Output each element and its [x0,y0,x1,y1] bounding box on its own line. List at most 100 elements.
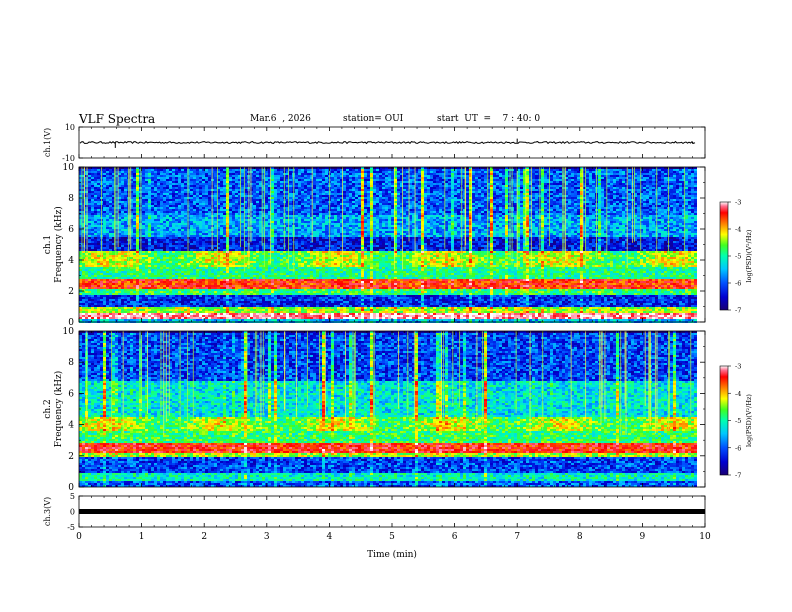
spectrogram-cell [244,303,247,305]
spectrogram-cell [118,259,121,261]
spectrogram-cell [208,273,211,275]
spectrogram-cell [145,209,148,211]
spectrogram-cell [151,217,154,219]
spectrogram-cell [133,205,136,207]
spectrogram-cell [157,231,160,233]
spectrogram-cell [127,283,130,285]
spectrogram-cell [163,277,166,279]
spectrogram-cell [229,217,232,219]
spectrogram-cell [175,311,178,313]
spectrogram-cell [250,225,253,227]
spectrogram-cell [175,211,178,213]
spectrogram-cell [85,211,88,213]
spectrogram-cell [193,223,196,225]
spectrogram-cell [172,223,175,225]
spectrogram-cell [178,229,181,231]
spectrogram-cell [214,217,217,219]
spectrogram-cell [163,275,166,277]
spectrogram-cell [103,173,106,175]
spectrogram-cell [88,303,91,305]
spectrogram-cell [172,291,175,293]
spectrogram-cell [259,207,262,209]
spectrogram-cell [196,193,199,195]
spectrogram-cell [250,267,253,269]
spectrogram-cell [88,243,91,245]
spectrogram-cell [145,213,148,215]
spectrogram-cell [220,205,223,207]
spectrogram-cell [181,291,184,293]
spectrogram-cell [259,293,262,295]
spectrogram-cell [85,195,88,197]
spectrogram-cell [151,291,154,293]
spectrogram-cell [250,257,253,259]
spectrogram-cell [190,189,193,191]
spectrogram-cell [121,251,124,253]
spectrogram-cell [226,295,229,297]
spectrogram-cell [160,257,163,259]
spectrogram-cell [157,213,160,215]
spectrogram-cell [226,319,229,321]
spectrogram-cell [256,227,259,229]
spectrogram-cell [259,243,262,245]
spectrogram-cell [232,233,235,235]
spectrogram-cell [187,249,190,251]
spectrogram-cell [250,281,253,283]
spectrogram-cell [208,241,211,243]
spectrogram-cell [136,219,139,221]
spectrogram-cell [124,245,127,247]
spectrogram-cell [190,179,193,181]
spectrogram-cell [121,179,124,181]
spectrogram-cell [139,267,142,269]
spectrogram-cell [88,179,91,181]
spectrogram-cell [211,259,214,261]
spectrogram-cell [106,283,109,285]
spectrogram-cell [205,213,208,215]
spectrogram-cell [178,215,181,217]
spectrogram-cell [217,315,220,317]
spectrogram-cell [106,233,109,235]
spectrogram-cell [121,211,124,213]
spectrogram-cell [118,307,121,309]
spectrogram-cell [241,197,244,199]
spectrogram-cell [133,189,136,191]
spectrogram-cell [160,217,163,219]
spectrogram-cell [136,191,139,193]
spectrogram-cell [190,171,193,173]
spectrogram-cell [175,297,178,299]
spectrogram-cell [214,285,217,287]
spectrogram-cell [109,317,112,319]
spectrogram-cell [178,217,181,219]
spectrogram-cell [193,261,196,263]
spectrogram-cell [235,199,238,201]
spectrogram-cell [154,175,157,177]
spectrogram-cell [262,317,265,319]
spectrogram-cell [139,215,142,217]
spectrogram-cell [256,277,259,279]
spectrogram-cell [85,275,88,277]
spectrogram-cell [145,205,148,207]
spectrogram-cell [214,259,217,261]
spectrogram-cell [184,241,187,243]
spectrogram-cell [214,257,217,259]
spectrogram-cell [145,301,148,303]
spectrogram-cell [97,289,100,291]
spectrogram-cell [205,171,208,173]
spectrogram-cell [181,173,184,175]
spectrogram-cell [94,313,97,315]
spectrogram-cell [181,311,184,313]
spectrogram-cell [184,313,187,315]
spectrogram-cell [184,287,187,289]
spectrogram-cell [175,247,178,249]
spectrogram-cell [256,291,259,293]
spectrogram-cell [103,229,106,231]
spectrogram-cell [190,255,193,257]
spectrogram-cell [250,315,253,317]
spectrogram-cell [211,257,214,259]
spectrogram-cell [172,239,175,241]
spectrogram-cell [94,261,97,263]
spectrogram-cell [91,317,94,319]
spectrogram-cell [109,285,112,287]
spectrogram-cell [148,171,151,173]
spectrogram-cell [100,309,103,311]
spectrogram-cell [250,241,253,243]
